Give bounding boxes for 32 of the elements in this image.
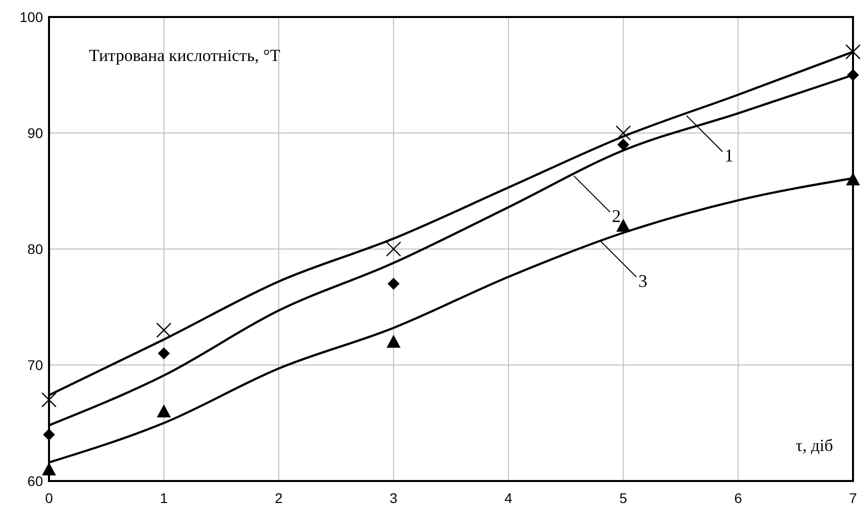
point <box>156 404 171 418</box>
annotation: 3 <box>638 270 648 291</box>
x-tick-label: 0 <box>45 490 54 506</box>
point <box>156 322 172 338</box>
x-tick-label: 2 <box>274 490 283 506</box>
point <box>158 347 170 360</box>
point <box>847 69 859 81</box>
x-tick-label: 5 <box>619 490 628 506</box>
point <box>386 241 402 257</box>
x-tick-label: 1 <box>160 490 168 506</box>
point <box>41 392 57 408</box>
y-tick-label: 80 <box>27 241 44 257</box>
x-tick-label: 3 <box>390 490 398 506</box>
x-tick-label: 4 <box>504 490 513 506</box>
point <box>846 172 860 186</box>
x-tick-label: 7 <box>849 490 858 506</box>
point <box>388 278 400 290</box>
point <box>616 125 631 141</box>
x-tick-label: 6 <box>734 490 742 506</box>
y-axis-title: Титрована кислотність, °T <box>89 46 281 65</box>
point <box>43 428 55 441</box>
point <box>845 44 861 60</box>
point <box>386 334 401 348</box>
y-tick-label: 70 <box>27 357 44 373</box>
annotation: 2 <box>612 206 621 226</box>
y-tick-label: 60 <box>27 473 44 489</box>
x-axis-title: τ, діб <box>796 436 833 455</box>
y-tick-label: 100 <box>20 9 44 25</box>
y-tick-label: 90 <box>27 125 44 141</box>
point <box>42 462 56 476</box>
point <box>617 138 630 151</box>
annotation: 1 <box>724 146 734 166</box>
